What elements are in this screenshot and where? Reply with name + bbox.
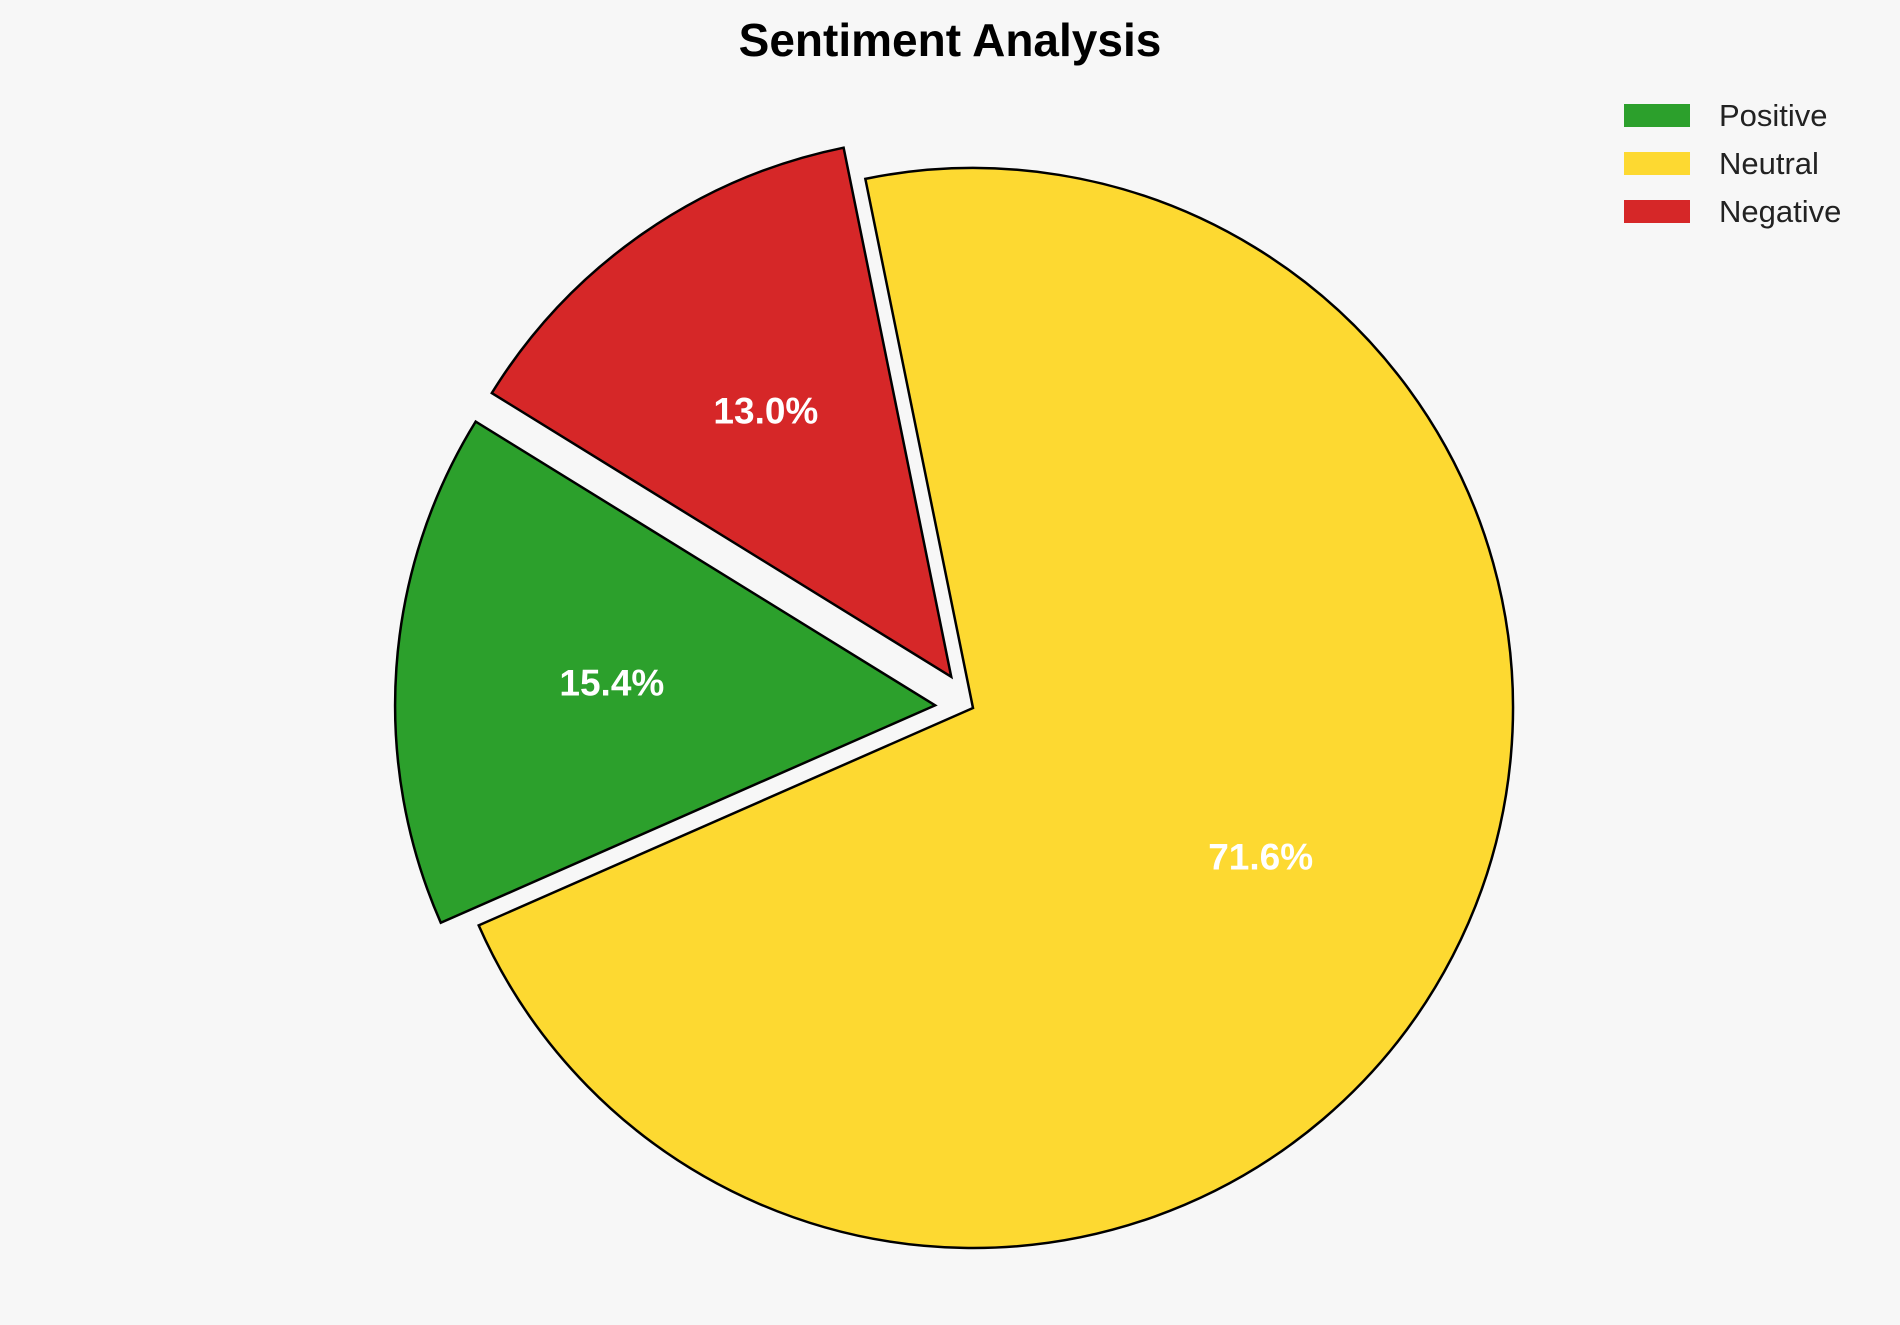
legend-swatch-negative xyxy=(1624,200,1690,223)
pie-slice-positive xyxy=(393,419,938,925)
legend-label-neutral: Neutral xyxy=(1719,146,1819,181)
chart-title: Sentiment Analysis xyxy=(739,14,1162,66)
slice-label-neutral: 71.6% xyxy=(1208,837,1313,878)
legend-item-positive: Positive xyxy=(1624,98,1828,133)
legend-swatch-neutral xyxy=(1624,152,1690,175)
slice-label-negative: 13.0% xyxy=(713,391,818,432)
legend-item-neutral: Neutral xyxy=(1624,146,1819,181)
pie-slices xyxy=(393,146,1515,1250)
legend-item-negative: Negative xyxy=(1624,194,1841,229)
pie-slice-negative xyxy=(490,146,954,680)
slice-label-positive: 15.4% xyxy=(559,662,664,703)
pie-slice-labels: 15.4% 71.6% 13.0% xyxy=(559,391,1313,878)
pie-slice-neutral xyxy=(477,166,1515,1250)
legend: Positive Neutral Negative xyxy=(1624,98,1841,229)
legend-swatch-positive xyxy=(1624,104,1690,127)
legend-label-negative: Negative xyxy=(1719,194,1841,229)
legend-label-positive: Positive xyxy=(1719,98,1828,133)
